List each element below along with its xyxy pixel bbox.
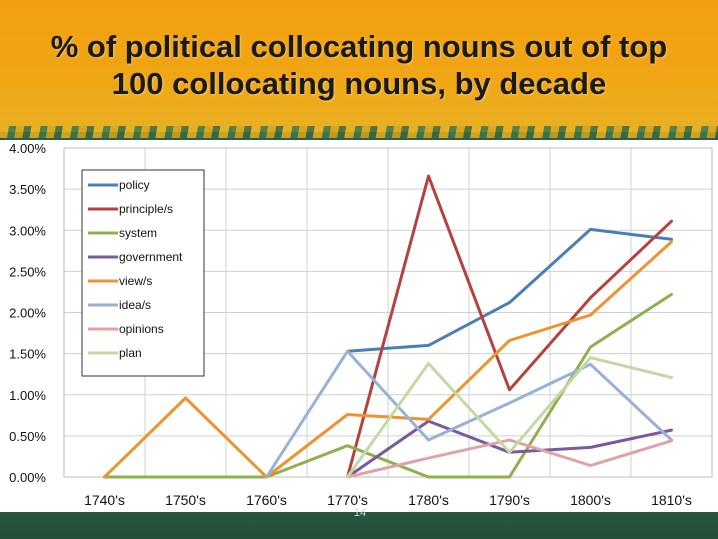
series-line-opinions [346, 438, 673, 479]
y-tick-label: 1.50% [9, 347, 46, 362]
series-line-principles [346, 174, 673, 479]
title-banner: % of political collocating nouns out of … [0, 0, 718, 138]
legend-label: policy [119, 178, 150, 192]
series-line-ideas [265, 349, 673, 479]
y-tick-label: 3.50% [9, 182, 46, 197]
plot-border [63, 147, 713, 478]
y-tick-label: 3.00% [9, 223, 46, 238]
y-tick-label: 1.00% [9, 388, 46, 403]
x-tick-label: 1740's [84, 492, 125, 508]
series-lines [103, 174, 673, 479]
legend-box [81, 169, 205, 377]
slide-title: % of political collocating nouns out of … [20, 28, 698, 102]
x-tick-label: 1780's [408, 492, 449, 508]
title-line-1: % of political collocating nouns out of … [50, 29, 668, 64]
legend: policy principle/s system government view/s i… [81, 169, 205, 377]
x-tick-label: 1770's [327, 492, 368, 508]
line-chart: 0.00% 0.50% 1.00% 1.50% 2.00% 2.50% 3.00% 3.50%… [0, 140, 718, 512]
legend-label: idea/s [119, 298, 151, 312]
y-tick-label: 0.50% [9, 429, 46, 444]
y-tick-label: 2.50% [9, 264, 46, 279]
series-line-views [103, 240, 673, 479]
y-tick-label: 0.00% [9, 470, 46, 485]
x-tick-label: 1800's [570, 492, 611, 508]
x-axis-ticks: 1740's 1750's 1760's 1770's 1780's 1790's 1800… [84, 492, 692, 508]
x-tick-label: 1750's [165, 492, 206, 508]
x-tick-label: 1790's [489, 492, 530, 508]
x-tick-label: 1760's [246, 492, 287, 508]
y-tick-label: 4.00% [9, 141, 46, 156]
y-tick-label: 2.00% [9, 306, 46, 321]
y-axis-ticks: 0.00% 0.50% 1.00% 1.50% 2.00% 2.50% 3.00% 3.50%… [9, 141, 46, 485]
legend-label: plan [119, 346, 142, 360]
legend-label: system [119, 226, 157, 240]
legend-label: principle/s [119, 202, 173, 216]
x-tick-label: 1810's [651, 492, 692, 508]
series-line-policy [346, 227, 673, 353]
legend-label: opinions [119, 322, 164, 336]
legend-label: government [119, 250, 183, 264]
legend-label: view/s [119, 274, 152, 288]
title-line-2: 100 collocating nouns, by decade [111, 66, 607, 101]
series-line-plan [346, 356, 673, 479]
page-number: 14 [353, 507, 367, 519]
series-line-system [103, 292, 673, 479]
